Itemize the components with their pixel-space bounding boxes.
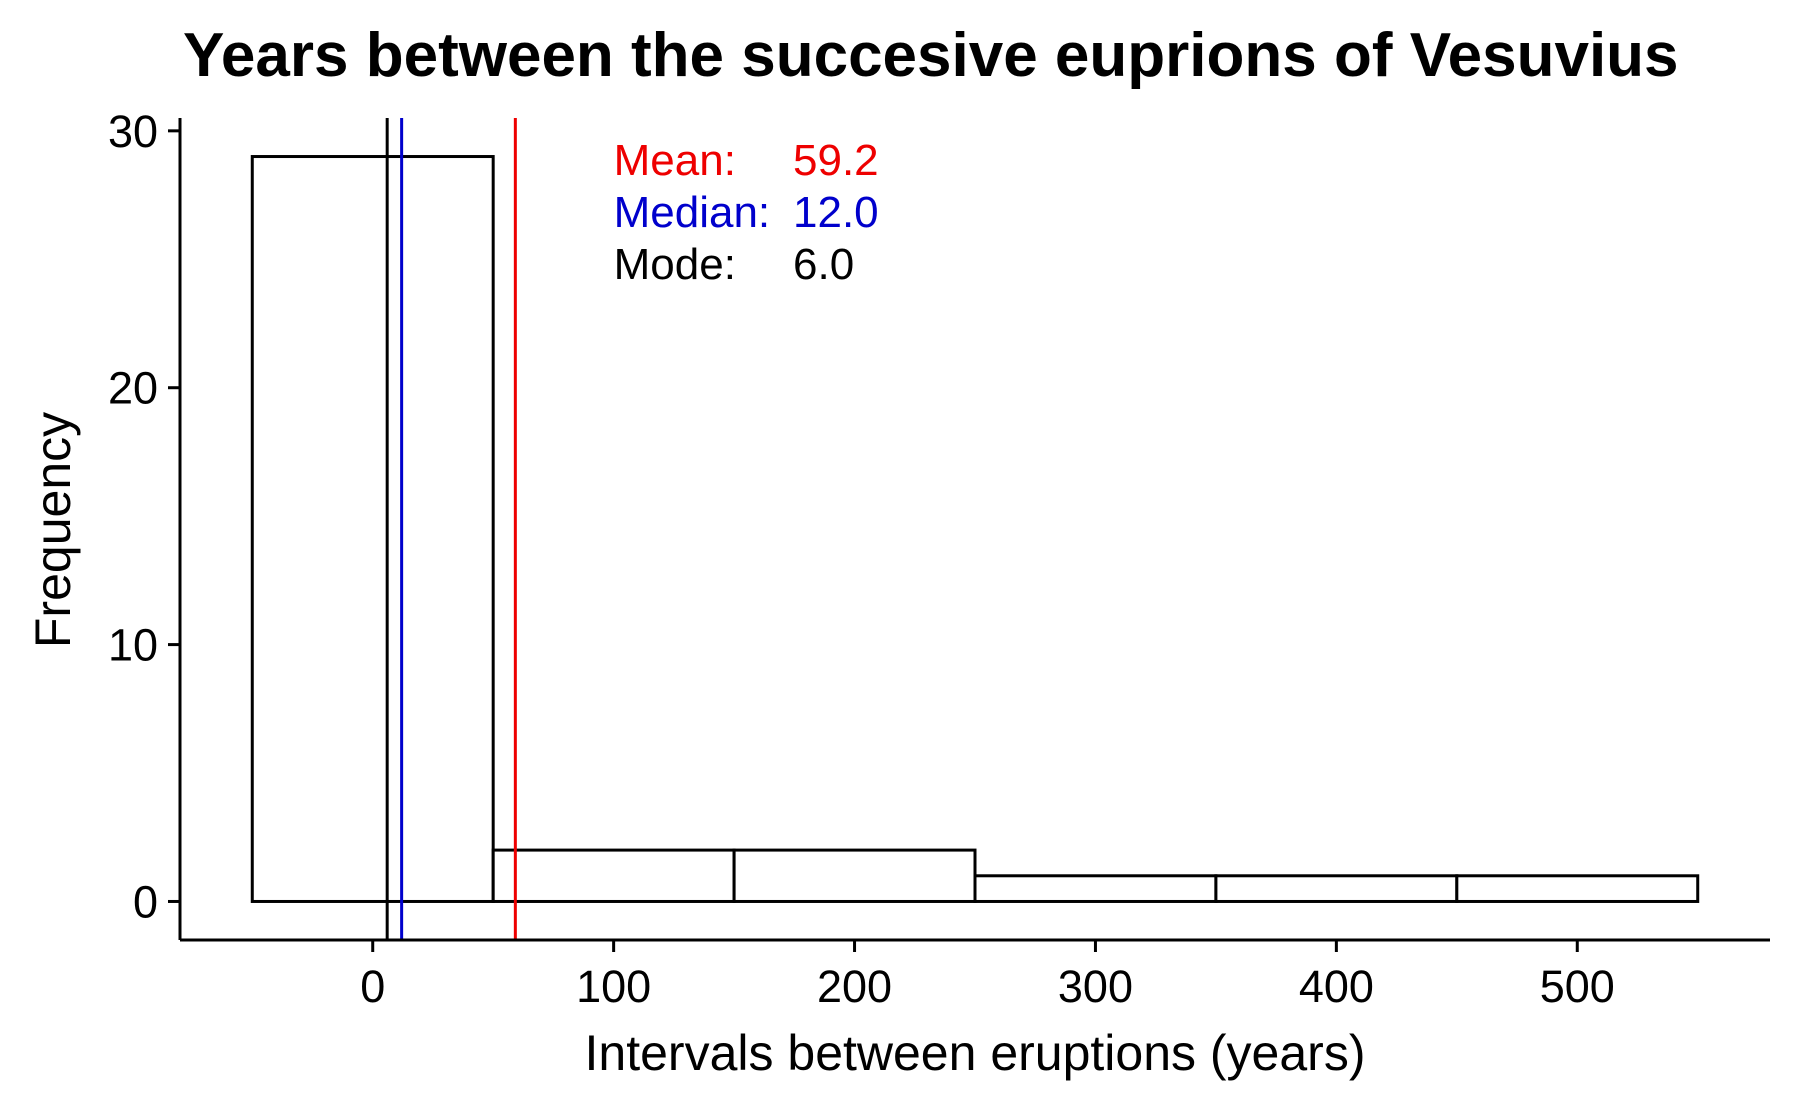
- annotation-value: 59.2: [793, 136, 879, 185]
- y-tick-label: 20: [108, 363, 158, 414]
- annotation-value: 6.0: [793, 240, 854, 289]
- reference-lines: [385, 118, 517, 940]
- y-tick-label: 0: [133, 876, 158, 927]
- x-tick-label: 300: [1058, 961, 1133, 1012]
- histogram-bar: [732, 848, 977, 903]
- x-tick-label: 400: [1299, 961, 1374, 1012]
- y-axis-ticks: 0 10 20 30: [108, 106, 180, 927]
- x-tick-label: 0: [360, 961, 385, 1012]
- axes: [178, 118, 1770, 942]
- histogram-bar: [1455, 874, 1700, 903]
- stats-annotation: Mean: 59.2 Median: 12.0 Mode: 6.0: [614, 136, 879, 289]
- x-tick-label: 200: [817, 961, 892, 1012]
- y-axis-label: Frequency: [25, 412, 81, 648]
- histogram-bars: [250, 155, 1700, 903]
- x-axis-ticks: 0 100 200 300 400 500: [360, 940, 1615, 1012]
- histogram-bar: [1214, 874, 1459, 903]
- x-axis-label: Intervals between eruptions (years): [585, 1025, 1366, 1081]
- annotation-label: Mode:: [614, 240, 736, 289]
- x-tick-label: 500: [1540, 961, 1615, 1012]
- x-tick-label: 100: [576, 961, 651, 1012]
- chart-title: Years between the succesive euprions of …: [183, 21, 1679, 90]
- histogram-bar: [250, 155, 495, 903]
- histogram-bar: [491, 848, 736, 903]
- y-tick-label: 10: [108, 620, 158, 671]
- annotation-value: 12.0: [793, 188, 879, 237]
- annotation-label: Mean:: [614, 136, 736, 185]
- histogram-bar: [973, 874, 1218, 903]
- y-tick-label: 30: [108, 106, 158, 157]
- annotation-label: Median:: [614, 188, 771, 237]
